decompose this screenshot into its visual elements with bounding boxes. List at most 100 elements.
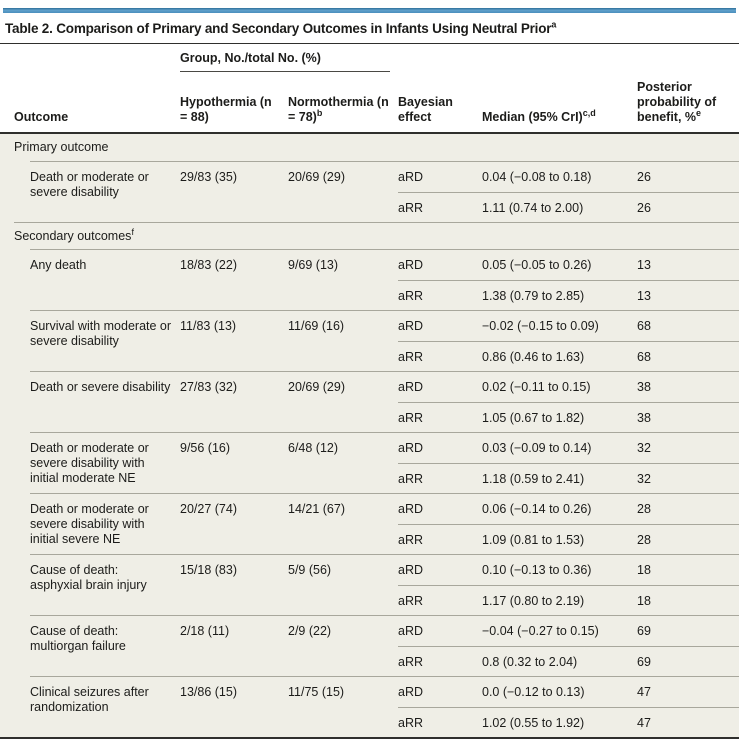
posterior-probability-cell: 47 — [637, 685, 739, 701]
posterior-probability-cell: 69 — [637, 655, 739, 670]
posterior-probability-cell: 68 — [637, 319, 739, 335]
bayesian-effect-value: aRR — [398, 201, 424, 215]
effect-subrow: aRD −0.02 (−0.15 to 0.09) 68 — [398, 311, 739, 341]
posterior-probability-value: 68 — [637, 350, 651, 364]
effect-subrow: aRR 1.05 (0.67 to 1.82) 38 — [398, 402, 739, 432]
outcome-group-row: Cause of death: asphyxial brain injury 1… — [30, 554, 739, 615]
median-ci-value: 0.8 (0.32 to 2.04) — [482, 655, 578, 669]
effect-subrow: aRD 0.10 (−0.13 to 0.36) 18 — [398, 555, 739, 585]
effect-subrows: aRD 0.04 (−0.08 to 0.18) 26 aRR 1.11 (0.… — [398, 162, 739, 222]
median-ci-value: 0.02 (−0.11 to 0.15) — [482, 380, 591, 394]
bayesian-effect-cell: aRR — [398, 533, 482, 548]
bayesian-effect-cell: aRR — [398, 472, 482, 487]
posterior-probability-value: 68 — [637, 319, 651, 333]
posterior-probability-cell: 13 — [637, 258, 739, 274]
posterior-probability-cell: 26 — [637, 170, 739, 186]
hypothermia-value: 15/18 (83) — [180, 563, 237, 577]
outcome-cell: Clinical seizures after randomization — [30, 677, 180, 737]
posterior-probability-value: 28 — [637, 502, 651, 516]
hypothermia-header-label: Hypothermia (n = 88) — [180, 95, 272, 124]
bayesian-effect-cell: aRR — [398, 350, 482, 365]
posterior-probability-cell: 38 — [637, 411, 739, 426]
column-header-group-span: Group, No./total No. (%) — [180, 51, 390, 72]
median-ci-cell: 1.17 (0.80 to 2.19) — [482, 594, 637, 609]
hypothermia-value-cell: 20/27 (74) — [180, 494, 288, 554]
median-ci-cell: 0.02 (−0.11 to 0.15) — [482, 380, 637, 396]
median-ci-cell: 1.11 (0.74 to 2.00) — [482, 201, 637, 216]
normothermia-value: 9/69 (13) — [288, 258, 339, 272]
bayesian-effect-value: aRR — [398, 655, 424, 669]
posterior-probability-value: 69 — [637, 655, 651, 669]
bayesian-effect-value: aRD — [398, 441, 424, 455]
normothermia-value-cell: 20/69 (29) — [288, 372, 398, 432]
normothermia-value: 2/9 (22) — [288, 624, 332, 638]
outcome-cell: Death or moderate or severe disability w… — [30, 433, 180, 493]
bayesian-effect-cell: aRD — [398, 441, 482, 457]
posterior-probability-value: 47 — [637, 685, 651, 699]
median-ci-value: 0.05 (−0.05 to 0.26) — [482, 258, 592, 272]
section-label-text: Primary outcome — [14, 140, 109, 154]
bayesian-effect-cell: aRD — [398, 624, 482, 640]
posterior-probability-value: 26 — [637, 170, 651, 184]
outcome-group-row: Cause of death: multiorgan failure 2/18 … — [30, 615, 739, 676]
effect-subrows: aRD 0.03 (−0.09 to 0.14) 32 aRR 1.18 (0.… — [398, 433, 739, 493]
effect-subrows: aRD 0.05 (−0.05 to 0.26) 13 aRR 1.38 (0.… — [398, 250, 739, 310]
outcome-cell: Cause of death: multiorgan failure — [30, 616, 180, 676]
hypothermia-value-cell: 29/83 (35) — [180, 162, 288, 222]
bayesian-effect-cell: aRR — [398, 716, 482, 731]
normothermia-footnote-sup: b — [316, 107, 323, 118]
table-title: Table 2. Comparison of Primary and Secon… — [0, 13, 739, 43]
normothermia-value-cell: 2/9 (22) — [288, 616, 398, 676]
hypothermia-value-cell: 9/56 (16) — [180, 433, 288, 493]
median-ci-cell: 0.04 (−0.08 to 0.18) — [482, 170, 637, 186]
median-ci-cell: −0.02 (−0.15 to 0.09) — [482, 319, 637, 335]
normothermia-value: 20/69 (29) — [288, 380, 345, 394]
bayesian-effect-value: aRR — [398, 411, 424, 425]
median-ci-value: 0.04 (−0.08 to 0.18) — [482, 170, 592, 184]
median-ci-value: −0.02 (−0.15 to 0.09) — [482, 319, 599, 333]
effect-subrow: aRD −0.04 (−0.27 to 0.15) 69 — [398, 616, 739, 646]
effect-subrow: aRR 1.18 (0.59 to 2.41) 32 — [398, 463, 739, 493]
column-header-hypothermia: Hypothermia (n = 88) — [180, 95, 288, 125]
effect-subrows: aRD 0.02 (−0.11 to 0.15) 38 aRR 1.05 (0.… — [398, 372, 739, 432]
normothermia-value-cell: 14/21 (67) — [288, 494, 398, 554]
posterior-probability-value: 13 — [637, 258, 651, 272]
posterior-probability-value: 13 — [637, 289, 651, 303]
bayesian-effect-cell: aRD — [398, 258, 482, 274]
hypothermia-value-cell: 27/83 (32) — [180, 372, 288, 432]
bayesian-effect-value: aRD — [398, 685, 424, 699]
median-ci-cell: 1.05 (0.67 to 1.82) — [482, 411, 637, 426]
bayesian-effect-value: aRD — [398, 624, 424, 638]
bayesian-effect-value: aRD — [398, 502, 424, 516]
posterior-probability-cell: 18 — [637, 594, 739, 609]
table-body: Primary outcome Death or moderate or sev… — [0, 134, 739, 739]
effect-subrows: aRD 0.10 (−0.13 to 0.36) 18 aRR 1.17 (0.… — [398, 555, 739, 615]
bayesian-effect-header-label: Bayesian effect — [398, 95, 453, 124]
median-ci-value: 0.10 (−0.13 to 0.36) — [482, 563, 592, 577]
median-ci-cell: 0.8 (0.32 to 2.04) — [482, 655, 637, 670]
bayesian-effect-cell: aRD — [398, 170, 482, 186]
effect-subrow: aRD 0.04 (−0.08 to 0.18) 26 — [398, 162, 739, 192]
normothermia-header-label: Normothermia (n = 78) — [288, 95, 389, 124]
outcome-cell: Cause of death: asphyxial brain injury — [30, 555, 180, 615]
hypothermia-value: 11/83 (13) — [180, 319, 237, 333]
bayesian-effect-cell: aRR — [398, 289, 482, 304]
effect-subrow: aRR 1.38 (0.79 to 2.85) 13 — [398, 280, 739, 310]
outcome-cell: Survival with moderate or severe disabil… — [30, 311, 180, 371]
section-header-row: Secondary outcomesf — [14, 222, 739, 249]
table-header: Group, No./total No. (%) Outcome Hypothe… — [0, 43, 739, 134]
outcome-group-row: Death or moderate or severe disability w… — [30, 432, 739, 493]
posterior-probability-cell: 28 — [637, 502, 739, 518]
median-ci-cell: 0.03 (−0.09 to 0.14) — [482, 441, 637, 457]
median-ci-value: 1.05 (0.67 to 1.82) — [482, 411, 585, 425]
hypothermia-value-cell: 11/83 (13) — [180, 311, 288, 371]
effect-subrow: aRD 0.05 (−0.05 to 0.26) 13 — [398, 250, 739, 280]
hypothermia-value: 29/83 (35) — [180, 170, 237, 184]
posterior-probability-value: 38 — [637, 380, 651, 394]
outcome-group-row: Clinical seizures after randomization 13… — [30, 676, 739, 737]
posterior-probability-value: 47 — [637, 716, 651, 730]
section-header-row: Primary outcome — [14, 134, 739, 161]
outcome-group-row: Any death 18/83 (22) 9/69 (13) aRD 0.05 … — [30, 249, 739, 310]
posterior-probability-cell: 69 — [637, 624, 739, 640]
effect-subrow: aRD 0.06 (−0.14 to 0.26) 28 — [398, 494, 739, 524]
